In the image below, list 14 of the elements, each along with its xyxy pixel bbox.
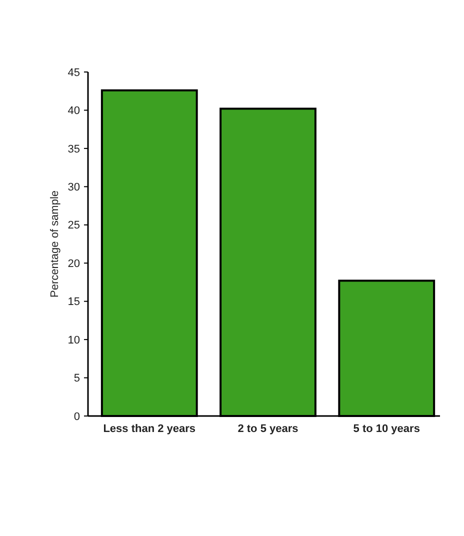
y-axis-title: Percentage of sample bbox=[49, 190, 61, 298]
y-tick-label: 20 bbox=[68, 258, 80, 270]
x-tick-label: Less than 2 years bbox=[103, 423, 196, 435]
x-tick-label: 2 to 5 years bbox=[238, 423, 298, 435]
x-tick-label: 5 to 10 years bbox=[353, 423, 420, 435]
y-tick-label: 0 bbox=[74, 410, 80, 423]
y-tick-label: 30 bbox=[68, 182, 80, 194]
y-tick-label: 45 bbox=[68, 66, 80, 79]
y-tick-label: 35 bbox=[68, 143, 80, 156]
y-tick-label: 10 bbox=[68, 334, 80, 346]
y-tick-label: 25 bbox=[68, 220, 80, 232]
y-tick-label: 40 bbox=[68, 105, 80, 118]
y-tick-label: 5 bbox=[74, 372, 80, 385]
y-tick-label: 15 bbox=[68, 296, 80, 308]
